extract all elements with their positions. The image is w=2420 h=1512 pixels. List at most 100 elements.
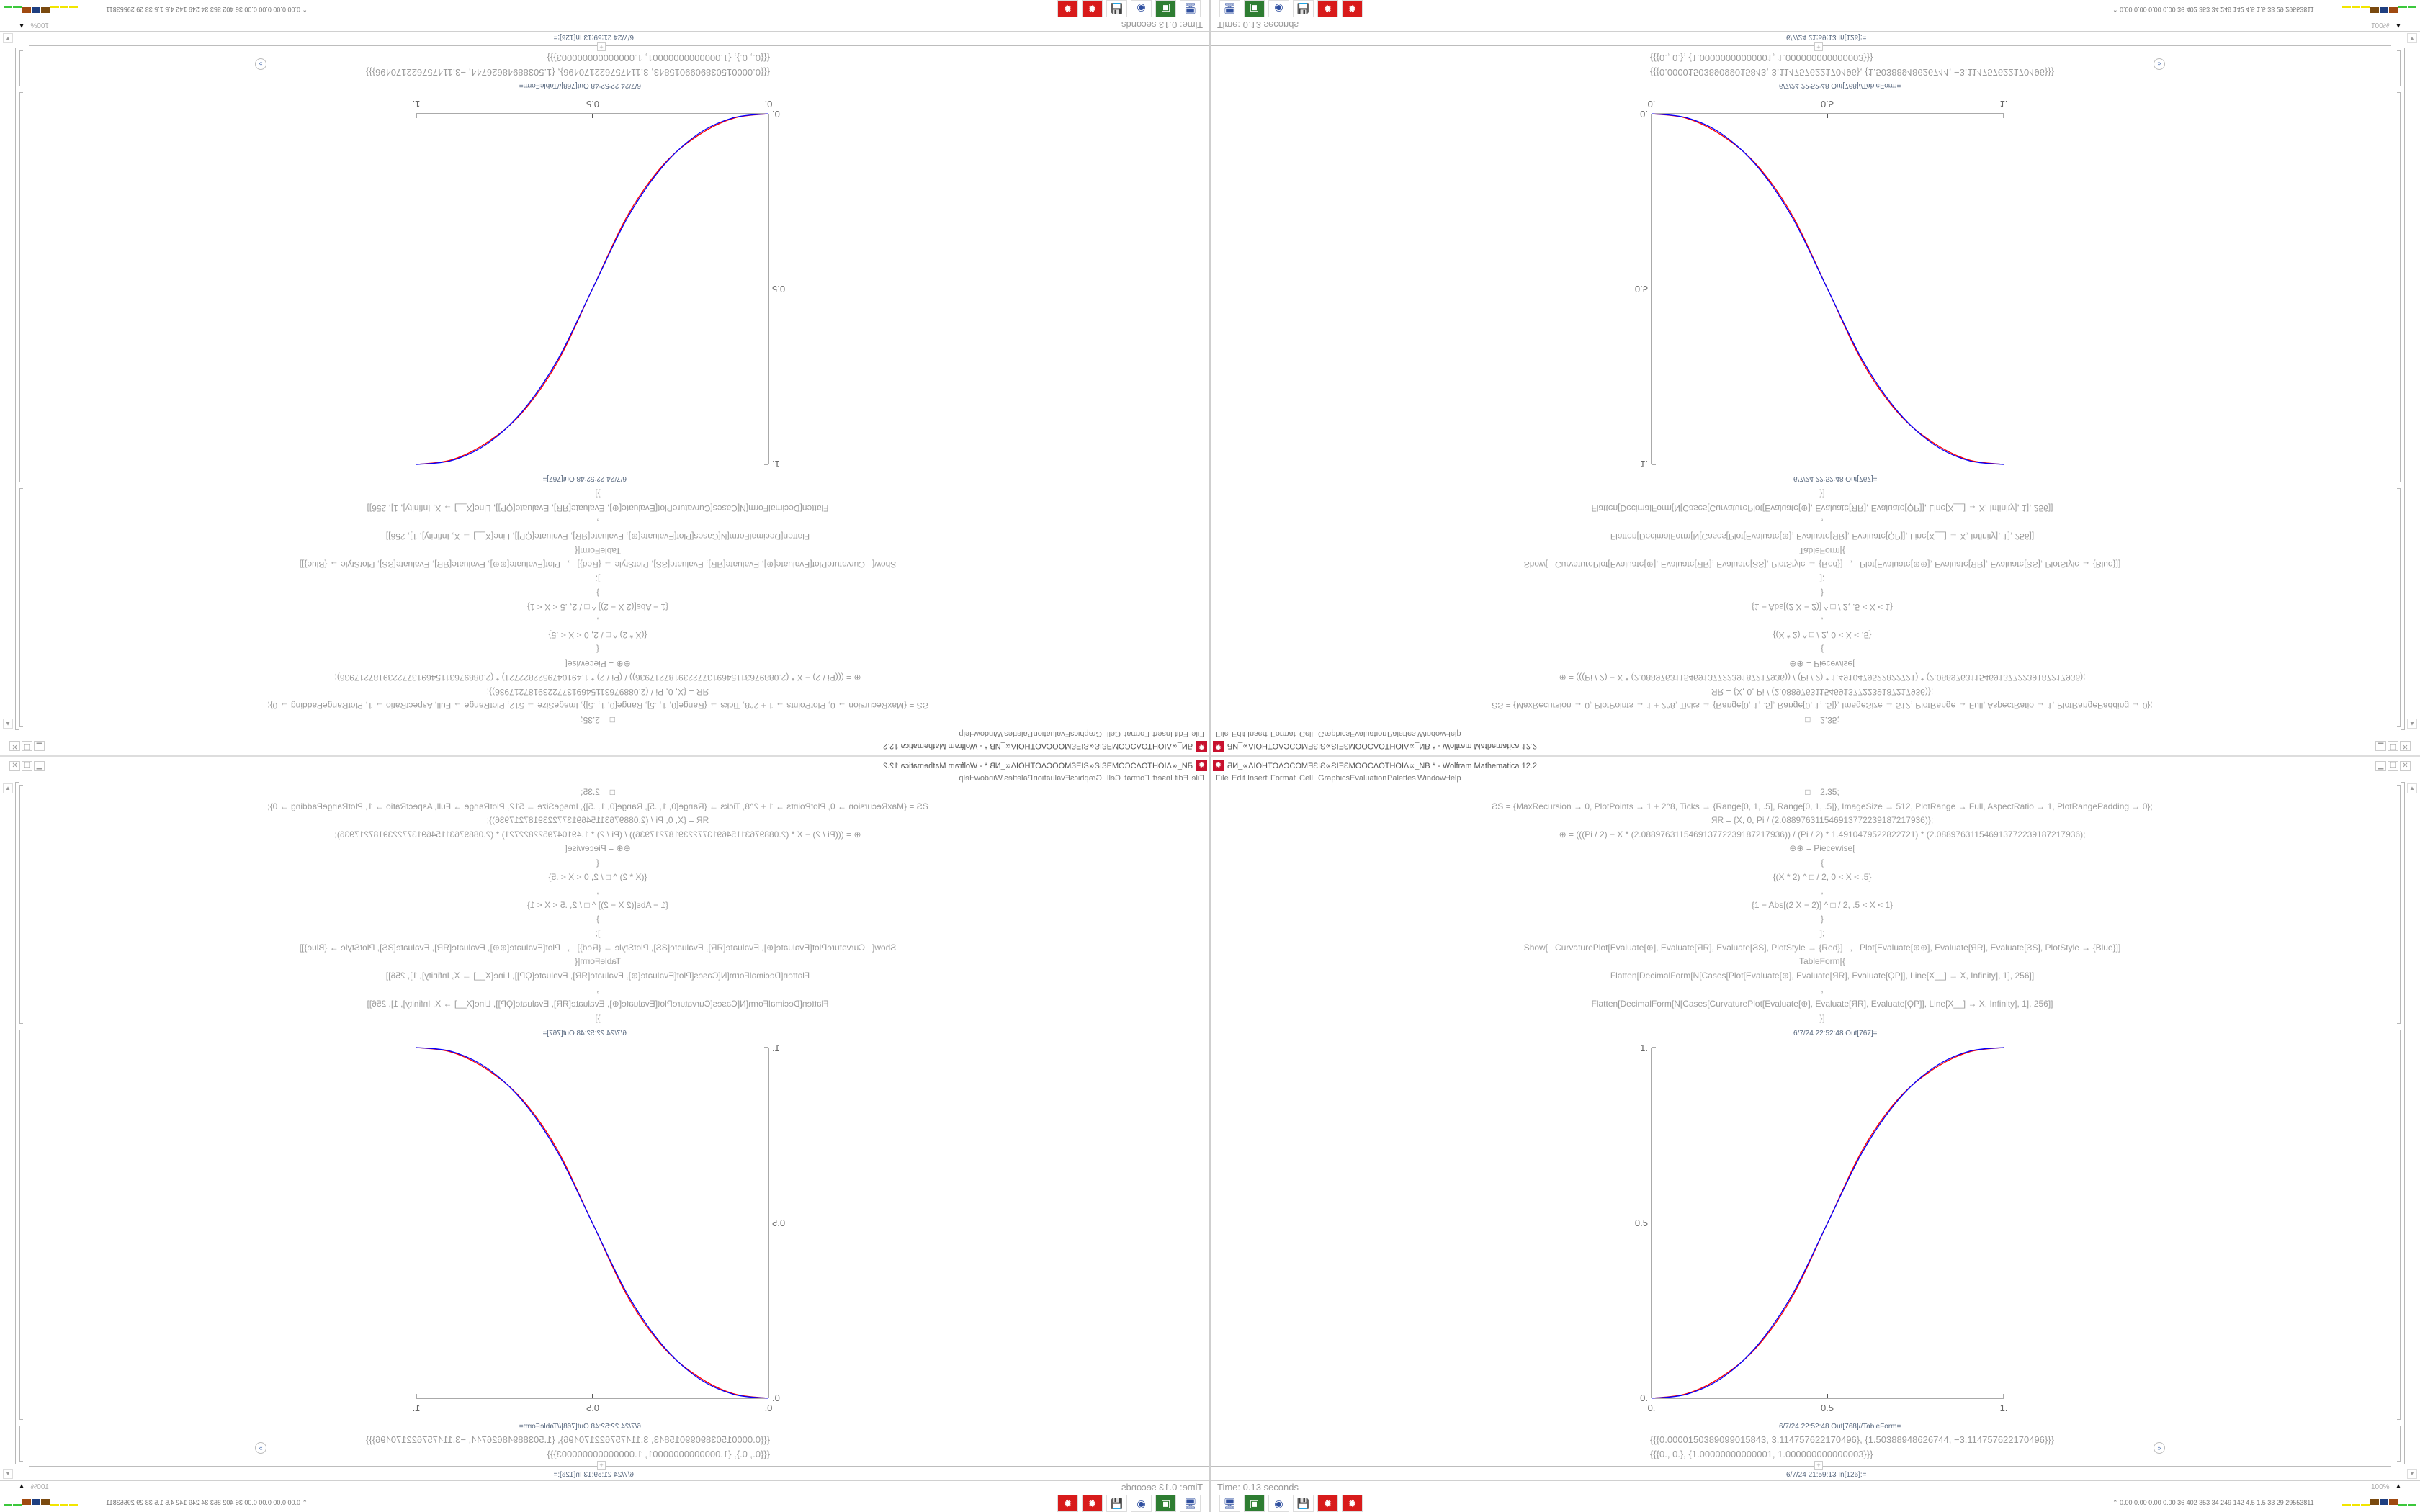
code-line[interactable]: , <box>1821 886 1824 896</box>
insert-cell-button[interactable]: + <box>1814 42 1823 51</box>
scroll-down-button[interactable]: ▼ <box>2407 33 2417 43</box>
input-cell-bracket[interactable] <box>19 488 23 727</box>
group-bracket[interactable] <box>2401 782 2405 1464</box>
device-icon[interactable]: ▣ <box>1155 0 1176 17</box>
code-line[interactable]: □ = 2.35; <box>1805 787 1839 797</box>
plot-cell-bracket[interactable] <box>2397 92 2401 482</box>
mathematica-icon-2[interactable]: ✹ <box>1342 1495 1363 1512</box>
group-bracket[interactable] <box>15 782 19 1464</box>
code-line[interactable]: } <box>1820 914 1824 924</box>
menu-format[interactable]: Format <box>1270 774 1296 783</box>
resource-meter-bar <box>2342 1504 2351 1506</box>
mathematica-icon[interactable]: ✹ <box>1082 1495 1103 1512</box>
menu-cell[interactable]: Cell <box>1299 774 1313 783</box>
group-bracket[interactable] <box>2401 48 2405 730</box>
plot-cell-bracket[interactable] <box>19 1030 23 1420</box>
table-cell-bracket[interactable] <box>19 1426 23 1462</box>
resource-meter-bar <box>69 1504 78 1506</box>
code-line[interactable]: Flatten[DecimalForm[N[Cases[CurvaturePlo… <box>1591 998 2053 1009</box>
zoom-menu-icon[interactable]: ▲ <box>18 22 25 30</box>
expand-output-icon[interactable]: » <box>2154 1442 2165 1454</box>
table-cell-bracket[interactable] <box>2397 1426 2401 1462</box>
code-line[interactable]: }] <box>1819 1012 1825 1023</box>
zoom-menu-icon[interactable]: ▲ <box>2395 22 2402 30</box>
menu-insert[interactable]: Insert <box>1247 774 1268 783</box>
input-cell-bracket[interactable] <box>2397 488 2401 727</box>
code-line[interactable]: ⊕ = (((Pi / 2) − X * (2.0889763115469137… <box>1559 829 2086 840</box>
scroll-down-button[interactable]: ▼ <box>3 33 13 43</box>
code-line[interactable]: {1 − Abs[(2 X − 2)] ^ □ / 2, .5 < X < 1} <box>1751 899 1894 910</box>
network-monitor-icon[interactable]: 🖥 <box>1219 1495 1240 1512</box>
insert-cell-button[interactable]: + <box>597 1461 606 1470</box>
x-tick-label: 0. <box>1648 99 1656 109</box>
menu-palettes[interactable]: Palettes <box>1387 774 1416 783</box>
menu-window[interactable]: Window <box>1417 774 1446 783</box>
firefox-icon[interactable]: ◉ <box>1268 1495 1289 1512</box>
resource-meter-bar <box>2398 1504 2407 1506</box>
menu-file[interactable]: File <box>1216 774 1229 783</box>
mathematica-icon[interactable]: ✹ <box>1317 0 1338 17</box>
mathematica-icon-2[interactable]: ✹ <box>1342 0 1363 17</box>
close-button[interactable]: ✕ <box>2400 761 2411 771</box>
x-tick-label: 1. <box>413 1403 421 1413</box>
firefox-icon[interactable]: ◉ <box>1131 0 1152 17</box>
code-line[interactable]: Show[ CurvaturePlot[Evaluate[⊕], Evaluat… <box>1523 942 2121 953</box>
minimize-button[interactable]: ▁ <box>2375 761 2386 771</box>
zoom-level[interactable]: 100% <box>30 1483 49 1491</box>
mathematica-icon[interactable]: ✹ <box>1317 1495 1338 1512</box>
code-line[interactable]: Flatten[DecimalForm[N[Cases[Plot[Evaluat… <box>1610 970 2035 981</box>
menu-graphics[interactable]: Graphics <box>1318 774 1350 783</box>
code-line[interactable]: ЯR = {X, 0, Pi / (2.08897631154691377223… <box>1711 815 1934 826</box>
firefox-icon[interactable]: ◉ <box>1268 0 1289 17</box>
zoom-level[interactable]: 100% <box>30 21 49 29</box>
device-icon[interactable]: ▣ <box>1244 1495 1265 1512</box>
menu-help[interactable]: Help <box>1445 774 1461 783</box>
plot-cell-bracket[interactable] <box>19 92 23 482</box>
code-line[interactable]: ⊕⊕ = Piecewise[ <box>1789 843 1855 854</box>
table-cell-bracket[interactable] <box>2397 50 2401 86</box>
code-line[interactable]: TableForm[{ <box>1798 956 1846 967</box>
expand-output-icon[interactable]: » <box>255 58 266 70</box>
zoom-menu-icon[interactable]: ▲ <box>18 1482 25 1490</box>
code-line[interactable]: { <box>1820 857 1824 868</box>
code-line[interactable]: {(X * 2) ^ □ / 2, 0 < X < .5} <box>1773 871 1872 882</box>
scroll-up-button[interactable]: ▲ <box>3 719 13 729</box>
zoom-menu-icon[interactable]: ▲ <box>2395 1482 2402 1490</box>
scroll-down-button[interactable]: ▼ <box>2407 1469 2417 1479</box>
device-icon[interactable]: ▣ <box>1244 0 1265 17</box>
mathematica-icon-2[interactable]: ✹ <box>1057 0 1078 17</box>
floppy-64-icon[interactable]: 💾 <box>1106 0 1127 17</box>
zoom-level[interactable]: 100% <box>2371 21 2390 29</box>
input-cell[interactable]: □ = 2.35; ƧS = {MaxRecursion → 0, PlotPo… <box>1210 786 2420 1025</box>
mathematica-icon-2[interactable]: ✹ <box>1057 1495 1078 1512</box>
network-monitor-icon[interactable]: 🖥 <box>1180 1495 1201 1512</box>
scroll-up-button[interactable]: ▲ <box>2407 783 2417 793</box>
group-bracket[interactable] <box>15 48 19 730</box>
device-icon[interactable]: ▣ <box>1155 1495 1176 1512</box>
expand-output-icon[interactable]: » <box>2154 58 2165 70</box>
maximize-button[interactable]: ☐ <box>2388 761 2398 771</box>
firefox-icon[interactable]: ◉ <box>1131 1495 1152 1512</box>
plot-cell-bracket[interactable] <box>2397 1030 2401 1420</box>
scroll-down-button[interactable]: ▼ <box>3 1469 13 1479</box>
insert-cell-button[interactable]: + <box>1814 1461 1823 1470</box>
zoom-level[interactable]: 100% <box>2371 1483 2390 1491</box>
floppy-64-icon[interactable]: 💾 <box>1293 0 1314 17</box>
insert-cell-button[interactable]: + <box>597 42 606 51</box>
mathematica-icon[interactable]: ✹ <box>1082 0 1103 17</box>
code-line[interactable]: ƧS = {MaxRecursion → 0, PlotPoints → 1 +… <box>1492 801 2153 811</box>
expand-output-icon[interactable]: » <box>255 1442 266 1454</box>
code-line[interactable]: , <box>1821 984 1824 995</box>
input-cell-bracket[interactable] <box>2397 785 2401 1024</box>
menu-evaluation[interactable]: Evaluation <box>1350 774 1387 783</box>
table-cell-bracket[interactable] <box>19 50 23 86</box>
floppy-64-icon[interactable]: 💾 <box>1293 1495 1314 1512</box>
input-cell-bracket[interactable] <box>19 785 23 1024</box>
code-line[interactable]: ]; <box>1819 927 1825 938</box>
scroll-up-button[interactable]: ▲ <box>3 783 13 793</box>
network-monitor-icon[interactable]: 🖥 <box>1219 0 1240 17</box>
network-monitor-icon[interactable]: 🖥 <box>1180 0 1201 17</box>
scroll-up-button[interactable]: ▲ <box>2407 719 2417 729</box>
menu-edit[interactable]: Edit <box>1232 774 1245 783</box>
floppy-64-icon[interactable]: 💾 <box>1106 1495 1127 1512</box>
